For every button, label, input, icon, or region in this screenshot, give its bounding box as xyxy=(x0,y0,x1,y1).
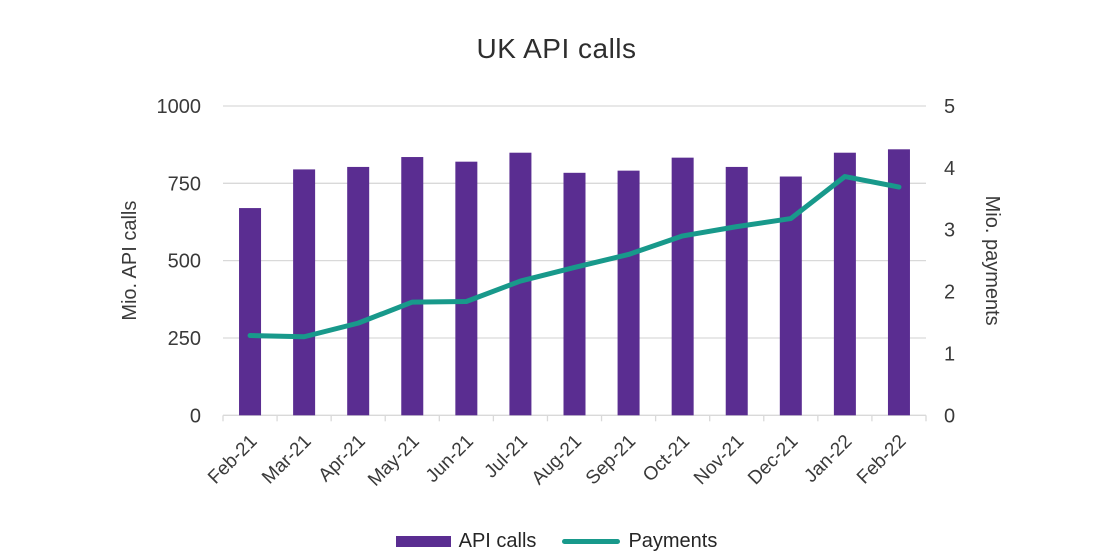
legend-bar-swatch xyxy=(395,536,451,547)
bar xyxy=(563,172,586,416)
x-tick-label: Feb-21 xyxy=(204,431,261,488)
left-axis-title: Mio. API calls xyxy=(119,201,141,321)
left-tick-label: 0 xyxy=(190,405,201,427)
left-tick-label: 750 xyxy=(168,173,201,195)
bar xyxy=(509,152,532,416)
x-tick-label: Jun-21 xyxy=(422,431,478,487)
bar xyxy=(239,208,262,416)
bar xyxy=(671,157,694,416)
bar xyxy=(617,170,640,416)
bar xyxy=(401,157,424,416)
right-tick-label: 2 xyxy=(944,282,955,304)
legend-label-payments: Payments xyxy=(628,530,718,552)
right-tick-label: 4 xyxy=(944,158,955,180)
bar xyxy=(887,149,910,416)
legend-line-swatch xyxy=(562,539,621,544)
legend-label-api-calls: API calls xyxy=(458,530,537,552)
left-tick-label: 250 xyxy=(168,328,201,350)
x-tick-label: Oct-21 xyxy=(639,431,694,486)
left-tick-label: 500 xyxy=(168,251,201,273)
payments-line xyxy=(247,174,902,340)
x-tick-label: Feb-22 xyxy=(853,431,910,488)
right-tick-label: 0 xyxy=(944,405,955,427)
x-tick-label: May-21 xyxy=(364,431,424,491)
bar xyxy=(833,152,856,416)
chart-title: UK API calls xyxy=(476,33,637,64)
left-tick-label: 1000 xyxy=(157,96,202,118)
x-tick-label: Apr-21 xyxy=(315,431,370,486)
legend: API calls Payments xyxy=(0,530,1113,553)
x-tick-label: Nov-21 xyxy=(690,431,748,489)
x-tick-label: Sep-21 xyxy=(582,431,640,489)
x-tick-label: Jan-22 xyxy=(800,431,856,487)
bar xyxy=(455,161,478,416)
right-tick-label: 3 xyxy=(944,220,955,242)
x-tick-label: Jul-21 xyxy=(481,431,532,482)
right-tick-label: 5 xyxy=(944,96,955,118)
bar xyxy=(293,169,316,416)
x-tick-label: Mar-21 xyxy=(258,431,315,488)
x-tick-label: Dec-21 xyxy=(744,431,802,489)
bar xyxy=(725,166,748,416)
right-axis-title: Mio. payments xyxy=(981,196,1003,326)
bar xyxy=(779,176,802,416)
x-tick-label: Aug-21 xyxy=(528,431,586,489)
right-tick-label: 1 xyxy=(944,343,955,365)
bar xyxy=(347,166,370,416)
